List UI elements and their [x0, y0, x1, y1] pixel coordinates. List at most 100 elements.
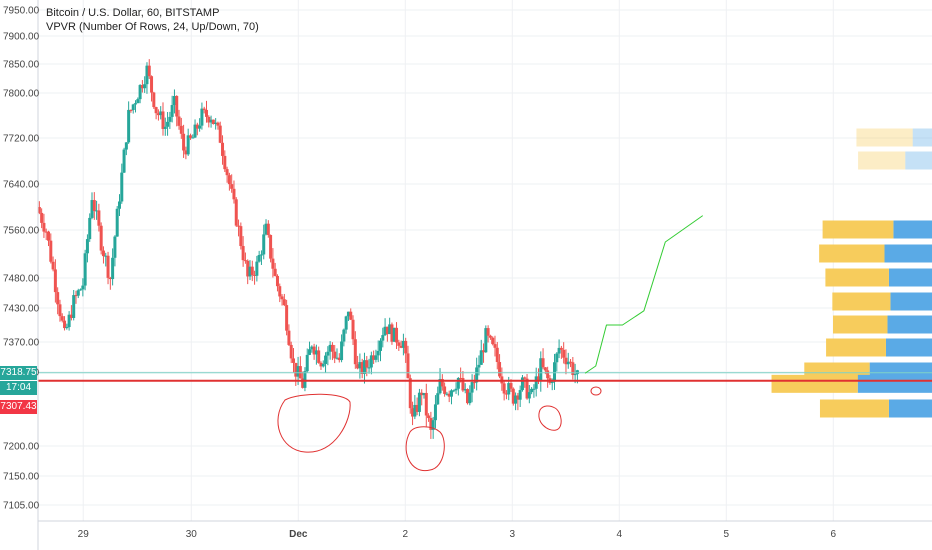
- vp-down-bar: [825, 268, 889, 287]
- candle-body: [287, 330, 291, 345]
- y-tick-label: 7850.00: [3, 60, 40, 71]
- candle-body: [486, 328, 490, 336]
- candle-body: [321, 363, 325, 367]
- candle-body: [511, 388, 515, 404]
- candle-body: [335, 357, 339, 359]
- candle-body: [509, 383, 513, 389]
- line-price-tag: 7307.43: [0, 400, 37, 414]
- candle-body: [507, 383, 511, 395]
- candle-body: [520, 377, 524, 391]
- candle-body: [74, 295, 78, 297]
- candle-body: [550, 381, 554, 384]
- candle-body: [388, 324, 392, 335]
- candle-body: [452, 390, 456, 392]
- candle-body: [175, 95, 179, 117]
- candle-body: [42, 222, 46, 232]
- candle-body: [191, 137, 195, 139]
- candle-body: [534, 376, 538, 389]
- candle-body: [564, 357, 568, 365]
- candle-body: [454, 388, 458, 391]
- candle-body: [127, 109, 131, 143]
- candle-body: [374, 355, 378, 360]
- candle-body: [172, 95, 176, 106]
- candle-body: [365, 360, 369, 368]
- candle-body: [541, 358, 545, 368]
- candle-body: [53, 269, 57, 293]
- candle-body: [360, 362, 364, 374]
- candle-body: [255, 261, 259, 276]
- candle-body: [221, 142, 225, 156]
- candle-body: [207, 116, 211, 123]
- candle-body: [294, 362, 298, 377]
- candle-body: [113, 236, 117, 258]
- candle-body: [257, 255, 261, 262]
- vp-up-bar: [888, 268, 932, 287]
- candle-body: [280, 296, 284, 300]
- candle-body: [269, 235, 273, 259]
- candle-body: [90, 200, 94, 218]
- candle-body: [330, 344, 334, 352]
- candle-body: [527, 392, 531, 399]
- candle-body: [328, 344, 332, 352]
- candle-body: [40, 212, 44, 223]
- candle-body: [573, 374, 577, 376]
- axes: 7950.00 7900.00 7850.00 7800.00 7720.00 7640.…: [3, 0, 932, 550]
- candle-body: [301, 378, 305, 388]
- candle-body: [314, 350, 318, 355]
- x-tick-label: 30: [186, 529, 198, 540]
- candle-body: [475, 367, 479, 383]
- candle-body: [248, 266, 252, 277]
- candle-body: [150, 76, 154, 93]
- y-tick-label: 7560.00: [3, 226, 40, 237]
- countdown-label: 17:04: [5, 382, 32, 393]
- candle-body: [514, 395, 518, 404]
- candle-body: [406, 353, 410, 379]
- candle-body: [264, 223, 268, 235]
- candle-body: [491, 337, 495, 345]
- candle-body: [58, 304, 62, 317]
- vp-down-bar: [832, 292, 891, 311]
- candle-body: [351, 319, 355, 340]
- candle-body: [559, 347, 563, 350]
- candle-body: [186, 135, 190, 155]
- candle-body: [546, 370, 550, 379]
- candle-body: [211, 119, 215, 124]
- candle-body: [303, 371, 307, 388]
- candle-body: [278, 286, 282, 297]
- candle-body: [271, 258, 275, 269]
- candle-body: [296, 366, 300, 377]
- candle-body: [239, 226, 243, 247]
- candle-body: [456, 377, 460, 389]
- candle-body: [397, 342, 401, 346]
- projection-curve: [584, 215, 704, 374]
- volume-profile: [771, 128, 932, 418]
- vp-down-bar: [858, 151, 906, 170]
- y-tick-label: 7640.00: [3, 180, 40, 191]
- candle-body: [502, 383, 506, 394]
- candle-body: [308, 349, 312, 355]
- y-tick-label: 7950.00: [3, 6, 40, 17]
- vp-up-bar: [887, 315, 932, 334]
- candle-body: [340, 341, 344, 361]
- indicator-title: VPVR (Number Of Rows, 24, Up/Down, 70): [46, 21, 259, 33]
- candle-body: [488, 335, 492, 338]
- countdown-tag: 17:04: [0, 381, 37, 395]
- candle-body: [275, 275, 279, 287]
- candle-body: [95, 210, 99, 212]
- candle-body: [449, 390, 453, 397]
- circle-annotation: [538, 405, 562, 431]
- y-tick-label: 7200.00: [3, 442, 40, 453]
- candle-body: [324, 355, 328, 364]
- y-tick-label: 7105.00: [3, 501, 40, 512]
- candle-body: [177, 116, 181, 126]
- candle-body: [140, 85, 144, 89]
- candle-body: [429, 418, 433, 430]
- candle-body: [344, 316, 348, 330]
- candle-body: [482, 350, 486, 353]
- candle-body: [401, 340, 405, 348]
- circle-annotation: [405, 426, 445, 472]
- candle-body: [51, 261, 55, 270]
- candle-body: [241, 246, 245, 261]
- candle-body: [298, 366, 302, 379]
